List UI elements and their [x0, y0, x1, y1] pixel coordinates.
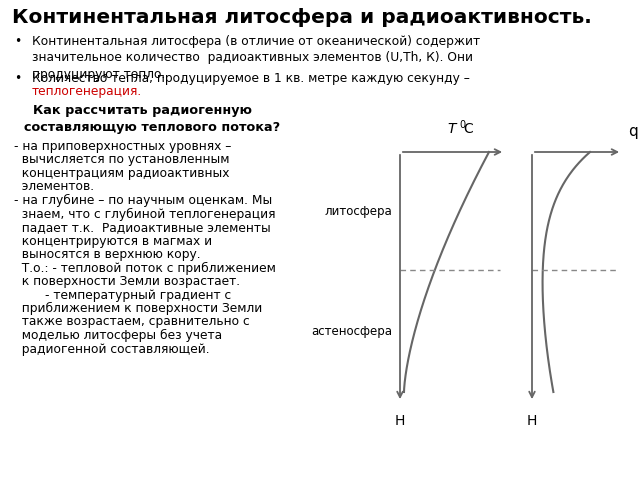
Text: H: H	[527, 414, 537, 428]
Text: q: q	[628, 124, 637, 139]
Text: •: •	[14, 35, 21, 48]
Text: C: C	[463, 122, 473, 136]
Text: моделью литосферы без учета: моделью литосферы без учета	[14, 329, 222, 342]
Text: выносятся в верхнюю кору.: выносятся в верхнюю кору.	[14, 248, 200, 261]
Text: падает т.к.  Радиоактивные элементы: падает т.к. Радиоактивные элементы	[14, 221, 271, 234]
Text: T: T	[448, 122, 456, 136]
Text: Т.о.: - тепловой поток с приближением: Т.о.: - тепловой поток с приближением	[14, 262, 276, 275]
Text: астеносфера: астеносфера	[311, 324, 392, 337]
Text: теплогенерация.: теплогенерация.	[32, 85, 142, 98]
Text: вычисляется по установленным: вычисляется по установленным	[14, 154, 230, 167]
Text: к поверхности Земли возрастает.: к поверхности Земли возрастает.	[14, 275, 240, 288]
Text: концентрациям радиоактивных: концентрациям радиоактивных	[14, 167, 230, 180]
Text: - температурный градиент с: - температурный градиент с	[14, 288, 231, 301]
Text: Количество тепла, продуцируемое в 1 кв. метре каждую секунду –: Количество тепла, продуцируемое в 1 кв. …	[32, 72, 470, 85]
Text: H: H	[395, 414, 405, 428]
Text: приближением к поверхности Земли: приближением к поверхности Земли	[14, 302, 262, 315]
Text: Континентальная литосфера и радиоактивность.: Континентальная литосфера и радиоактивно…	[12, 8, 592, 27]
Text: - на глубине – по научным оценкам. Мы: - на глубине – по научным оценкам. Мы	[14, 194, 272, 207]
Text: элементов.: элементов.	[14, 180, 94, 193]
Text: 0: 0	[459, 120, 465, 130]
Text: Как рассчитать радиогенную
составляющую теплового потока?: Как рассчитать радиогенную составляющую …	[24, 104, 280, 133]
Text: концентрируются в магмах и: концентрируются в магмах и	[14, 235, 212, 248]
Text: •: •	[14, 72, 21, 85]
Text: литосфера: литосфера	[324, 204, 392, 217]
Text: знаем, что с глубиной теплогенерация: знаем, что с глубиной теплогенерация	[14, 207, 275, 221]
Text: Континентальная литосфера (в отличие от океанической) содержит
значительное коли: Континентальная литосфера (в отличие от …	[32, 35, 480, 81]
Text: также возрастаем, сравнительно с: также возрастаем, сравнительно с	[14, 315, 250, 328]
Text: - на приповерхностных уровнях –: - на приповерхностных уровнях –	[14, 140, 232, 153]
Text: радиогенной составляющей.: радиогенной составляющей.	[14, 343, 210, 356]
